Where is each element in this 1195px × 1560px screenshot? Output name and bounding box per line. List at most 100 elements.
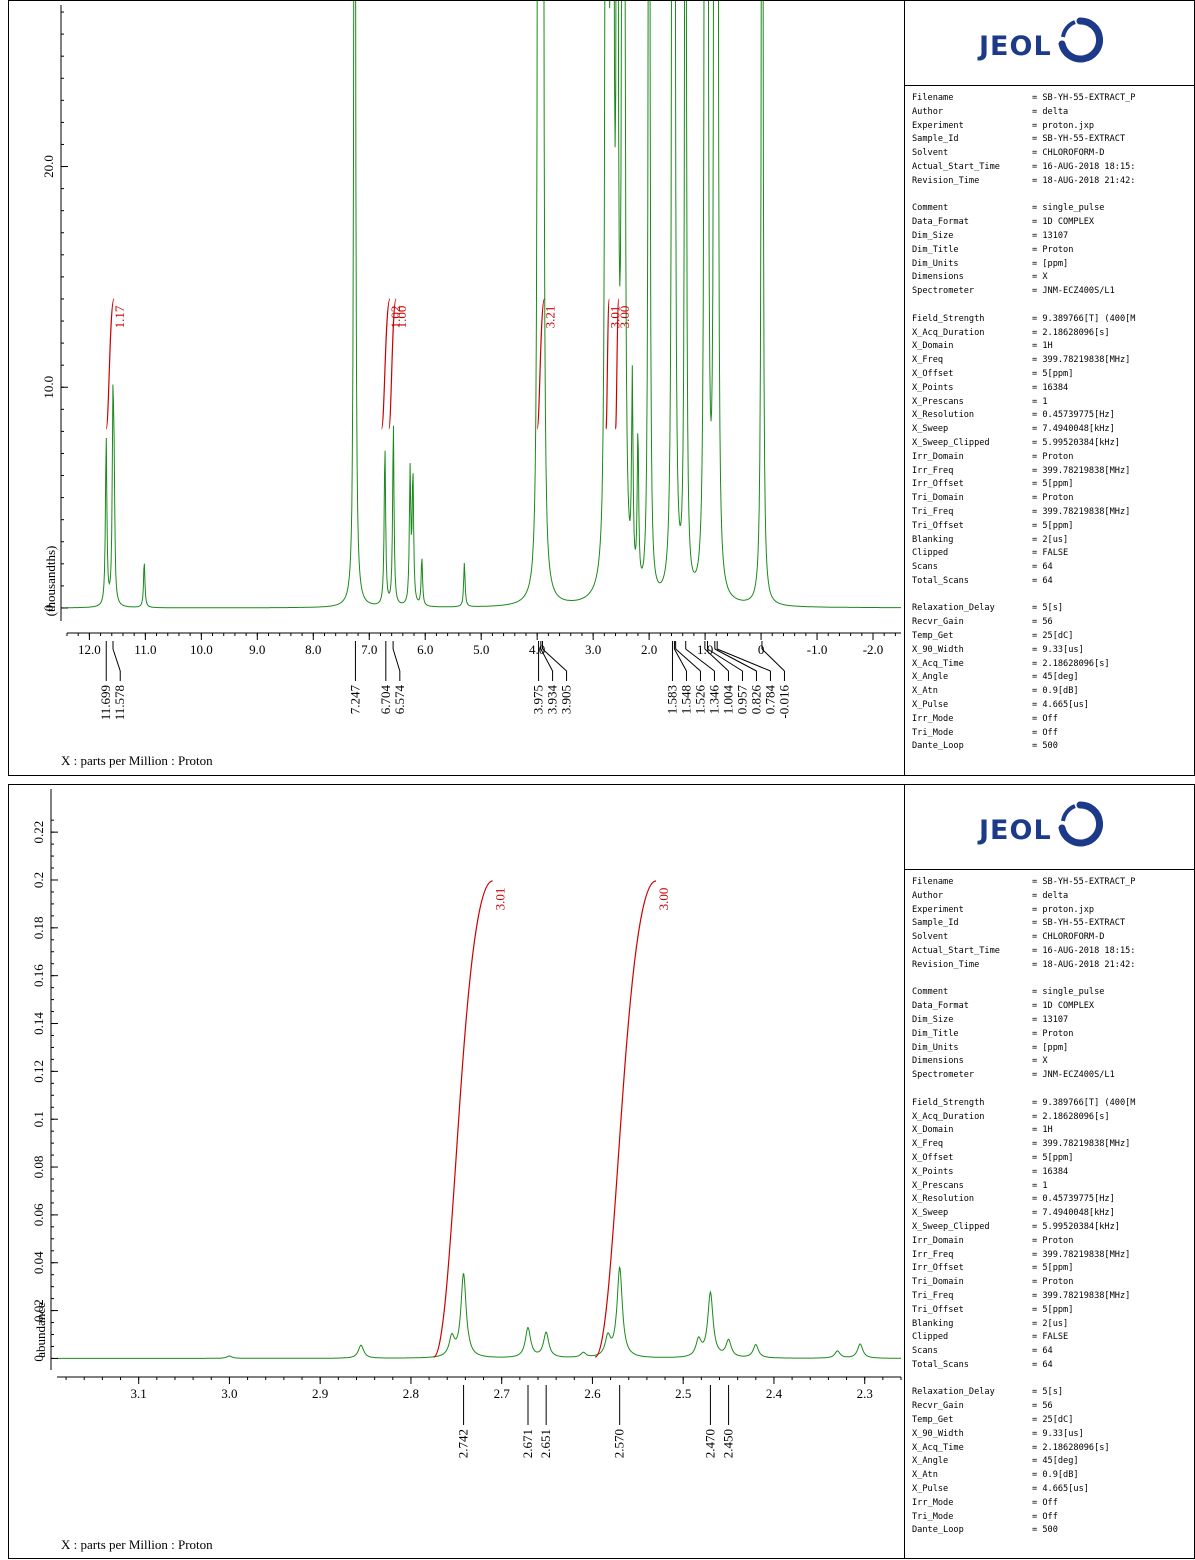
jeol-logo: JEOL (905, 1, 1195, 86)
param-key: Sample_Id (912, 918, 959, 929)
param-row: Temp_Get = 25[dC] (912, 1414, 1195, 1428)
param-value: = 13107 (1032, 230, 1069, 241)
param-key: Actual_Start_Time (912, 161, 1000, 172)
param-row: Experiment = proton.jxp (912, 120, 1195, 134)
param-gap (912, 973, 1195, 987)
param-key: X_90_Width (912, 1428, 964, 1439)
peak-label: 0.826 (748, 685, 763, 715)
logo-swirl-icon (1058, 801, 1103, 847)
param-value: = 16384 (1032, 1166, 1069, 1177)
param-value: = Off (1032, 1511, 1058, 1522)
param-value: = CHLOROFORM-D (1032, 148, 1105, 159)
param-value: = 500 (1032, 741, 1058, 752)
peak-label: 11.578 (112, 685, 127, 720)
param-key: X_Prescans (912, 1180, 964, 1191)
param-value: = 64 (1032, 1359, 1053, 1370)
param-value: = 5[ppm] (1032, 1263, 1074, 1274)
param-row: Relaxation_Delay = 5[s] (912, 602, 1195, 616)
x-tick-label: 2.8 (403, 1386, 419, 1401)
param-key: Comment (912, 987, 949, 998)
param-row: X_Offset = 5[ppm] (912, 368, 1195, 382)
param-value: = 5[ppm] (1032, 368, 1074, 379)
param-row: Irr_Freq = 399.78219838[MHz] (912, 465, 1195, 479)
param-value: = 5.99520384[kHz] (1032, 437, 1120, 448)
param-row: X_Acq_Time = 2.18628096[s] (912, 1442, 1195, 1456)
param-row: Blanking = 2[us] (912, 1318, 1195, 1332)
param-value: = 399.78219838[MHz] (1032, 355, 1131, 366)
param-key: X_Pulse (912, 1484, 949, 1495)
param-row: Comment = single_pulse (912, 986, 1195, 1000)
param-value: = 9.389766[T] (400[M (1032, 1097, 1136, 1108)
param-key: X_Points (912, 382, 954, 393)
param-key: Relaxation_Delay (912, 1387, 995, 1398)
param-value: = JNM-ECZ400S/L1 (1032, 1070, 1115, 1081)
param-value: = 399.78219838[MHz] (1032, 465, 1131, 476)
y-tick-label: 0.14 (31, 1012, 46, 1035)
logo-text: JEOL (979, 815, 1052, 846)
param-row: Dim_Size = 13107 (912, 1014, 1195, 1028)
param-row: X_Points = 16384 (912, 1166, 1195, 1180)
param-key: Irr_Offset (912, 479, 964, 490)
param-row: Irr_Offset = 5[ppm] (912, 478, 1195, 492)
param-row: Tri_Freq = 399.78219838[MHz] (912, 506, 1195, 520)
x-axis-caption: X : parts per Million : Proton (61, 1537, 213, 1552)
param-row: X_Sweep_Clipped = 5.99520384[kHz] (912, 437, 1195, 451)
param-value: = SB-YH-55-EXTRACT (1032, 134, 1126, 145)
parameter-list: Filename = SB-YH-55-EXTRACT_P Author = delt… (905, 86, 1195, 754)
param-value: = CHLOROFORM-D (1032, 932, 1105, 943)
y-axis-label: (thousandths) (43, 546, 58, 617)
integral-label: 3.00 (656, 888, 671, 911)
param-value: = Proton (1032, 451, 1074, 462)
param-key: X_Domain (912, 341, 954, 352)
param-value: = 16384 (1032, 382, 1069, 393)
param-row: Field_Strength = 9.389766[T] (400[M (912, 313, 1195, 327)
peak-leader (112, 648, 121, 672)
param-key: Blanking (912, 534, 954, 545)
spectrum-panel-zoom: 3.1 3.0 2.9 2.8 2.7 2.6 2.5 2.4 2.3 0 0.02 0.04 0.06… (8, 784, 1195, 1559)
peak-leader (392, 648, 401, 672)
param-row: Filename = SB-YH-55-EXTRACT_P (912, 876, 1195, 890)
peak-label: 2.450 (721, 1429, 736, 1458)
param-row: Scans = 64 (912, 561, 1195, 575)
param-row: Irr_Domain = Proton (912, 451, 1195, 465)
param-row: Dim_Units = [ppm] (912, 258, 1195, 272)
param-gap (912, 1373, 1195, 1387)
integral-label: 1.00 (394, 306, 409, 329)
param-key: X_Pulse (912, 700, 949, 711)
param-value: = 7.4940048[kHz] (1032, 424, 1115, 435)
param-key: X_Angle (912, 1456, 949, 1467)
param-key: Dimensions (912, 272, 964, 283)
param-key: Comment (912, 203, 949, 214)
y-tick-label: 0 (41, 605, 56, 612)
param-key: Scans (912, 562, 938, 573)
param-value: = 2.18628096[s] (1032, 1442, 1110, 1453)
param-row: X_Domain = 1H (912, 340, 1195, 354)
x-tick-label: 3.1 (131, 1386, 147, 1401)
x-tick-label: 5.0 (473, 642, 489, 657)
peak-leader (673, 648, 687, 672)
y-tick-label: 0.06 (31, 1203, 46, 1226)
param-key: Dim_Units (912, 258, 959, 269)
param-row: X_Acq_Duration = 2.18628096[s] (912, 1111, 1195, 1125)
param-row: Irr_Mode = Off (912, 713, 1195, 727)
param-key: X_Resolution (912, 1194, 975, 1205)
param-value: = 5[s] (1032, 603, 1064, 614)
peak-leader (542, 648, 567, 672)
param-key: X_Sweep (912, 1208, 949, 1219)
param-key: Data_Format (912, 1001, 969, 1012)
y-tick-label: 0.12 (31, 1060, 46, 1083)
param-key: Recvr_Gain (912, 1401, 964, 1412)
param-row: Solvent = CHLOROFORM-D (912, 147, 1195, 161)
param-row: X_Sweep_Clipped = 5.99520384[kHz] (912, 1221, 1195, 1235)
param-value: = 2[us] (1032, 534, 1069, 545)
peak-label: -0.016 (776, 685, 791, 719)
x-tick-label: 3.0 (585, 642, 601, 657)
y-tick-label: 0.16 (31, 964, 46, 987)
peak-label: 6.574 (392, 685, 407, 715)
param-key: Irr_Domain (912, 451, 964, 462)
param-value: = X (1032, 272, 1048, 283)
param-row: Total_Scans = 64 (912, 1359, 1195, 1373)
param-value: = 64 (1032, 562, 1053, 573)
param-key: Irr_Freq (912, 465, 954, 476)
peak-label: 1.346 (706, 685, 721, 715)
